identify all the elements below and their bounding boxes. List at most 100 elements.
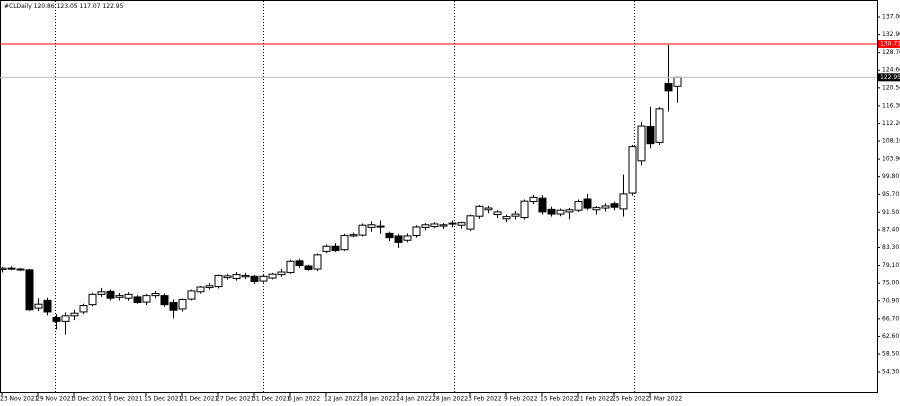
candle-body <box>142 295 151 303</box>
x-tick-label: 15 Feb 2022 <box>540 396 578 403</box>
y-tick-label: 116.30 <box>882 102 900 109</box>
candle-body <box>403 235 412 241</box>
low: 117.07 <box>80 3 101 10</box>
candle-body <box>367 224 376 228</box>
high: 123.05 <box>57 3 78 10</box>
x-tick-label: 3 Feb 2022 <box>468 396 502 403</box>
candle-body <box>79 305 88 313</box>
candle-body <box>583 198 592 209</box>
y-tick-label: 112.20 <box>882 120 900 127</box>
x-tick-label: 27 Dec 2021 <box>216 396 255 403</box>
candle-body <box>601 205 610 209</box>
candle-body <box>43 299 52 313</box>
candle-body <box>637 125 646 162</box>
candle-body <box>268 273 277 279</box>
candle-body <box>376 225 385 228</box>
candle-body <box>673 76 682 87</box>
candle-body <box>331 245 340 252</box>
candle-body <box>646 125 655 145</box>
candle-body <box>511 213 520 217</box>
period-separators <box>55 1 635 392</box>
candle-body <box>25 269 34 311</box>
candle-body <box>538 197 547 213</box>
x-tick-label: 23 Nov 2021 <box>0 396 39 403</box>
symbol-header: #CLDaily 120.86 123.05 117.07 122.95 <box>4 3 124 10</box>
x-tick-label: 21 Feb 2022 <box>576 396 614 403</box>
y-tick-label: 91.50 <box>882 209 899 216</box>
candle-body <box>88 293 97 306</box>
candle-body <box>358 224 367 236</box>
x-tick-label: 15 Dec 2021 <box>144 396 183 403</box>
x-tick-label: 9 Feb 2022 <box>504 396 538 403</box>
x-tick-label: 18 Jan 2022 <box>360 396 396 403</box>
candle-body <box>133 296 142 303</box>
candle-body <box>196 286 205 293</box>
candle-body <box>385 232 394 239</box>
candle-body <box>178 298 187 310</box>
y-tick-label: 124.60 <box>882 67 900 74</box>
candle-body <box>187 290 196 300</box>
price-tag-label: 130.71 <box>880 41 900 48</box>
candle-body <box>628 146 637 194</box>
y-tick-label: 128.70 <box>882 49 900 56</box>
y-tick-label: 54.30 <box>882 369 899 376</box>
open: 120.86 <box>34 3 55 10</box>
candle-body <box>565 209 574 213</box>
y-tick-label: 87.40 <box>882 226 899 233</box>
candle-body <box>547 208 556 215</box>
x-tick-label: 28 Jan 2022 <box>432 396 468 403</box>
candle-body <box>214 274 223 288</box>
x-tick-label: 3 Dec 2021 <box>72 396 107 403</box>
candle-body <box>250 275 259 282</box>
candle-body <box>124 293 133 299</box>
candle-body <box>52 317 61 322</box>
x-tick-label: 6 Jan 2022 <box>288 396 320 403</box>
x-tick-label: 25 Feb 2022 <box>612 396 650 403</box>
candle-body <box>529 196 538 203</box>
candle-body <box>160 295 169 306</box>
candle-body <box>169 301 178 311</box>
candle-body <box>349 234 358 237</box>
candle-body <box>223 275 232 279</box>
y-tick-label: 62.60 <box>882 333 899 340</box>
y-tick-label: 108.10 <box>882 138 900 145</box>
y-tick-label: 120.50 <box>882 84 900 91</box>
candle-body <box>430 223 439 228</box>
candle-body <box>448 222 457 225</box>
candle-body <box>412 226 421 237</box>
candle-body <box>232 274 241 279</box>
y-tick-label: 137.00 <box>882 14 900 21</box>
symbol: #CLDaily <box>4 3 32 10</box>
candle-body <box>115 295 124 298</box>
candle-body <box>259 275 268 282</box>
candle-body <box>0 267 7 270</box>
close: 122.95 <box>102 3 123 10</box>
price-tag <box>878 40 900 49</box>
price-tag-label: 122.95 <box>880 74 900 81</box>
y-tick-label: 66.70 <box>882 315 899 322</box>
candle-body <box>655 108 664 143</box>
candle-body <box>394 235 403 243</box>
y-tick-label: 70.90 <box>882 297 899 304</box>
x-tick-label: 3 Mar 2022 <box>648 396 682 403</box>
candle-body <box>493 211 502 215</box>
candle-body <box>151 292 160 297</box>
candle-body <box>304 265 313 270</box>
candle-body <box>313 254 322 270</box>
candle-body <box>7 267 16 270</box>
y-tick-label: 75.00 <box>882 280 899 287</box>
candle-body <box>16 268 25 271</box>
candle-body <box>439 224 448 227</box>
candle-body <box>556 209 565 215</box>
candle-body <box>340 235 349 251</box>
y-tick-label: 95.70 <box>882 191 899 198</box>
y-tick-label: 99.80 <box>882 173 899 180</box>
x-tick-label: 12 Jan 2022 <box>324 396 360 403</box>
candle-body <box>106 290 115 299</box>
price-tag <box>878 73 900 82</box>
candle-body <box>619 193 628 210</box>
candle-body <box>286 260 295 273</box>
candle-body <box>277 271 286 276</box>
x-tick-label: 9 Dec 2021 <box>108 396 143 403</box>
